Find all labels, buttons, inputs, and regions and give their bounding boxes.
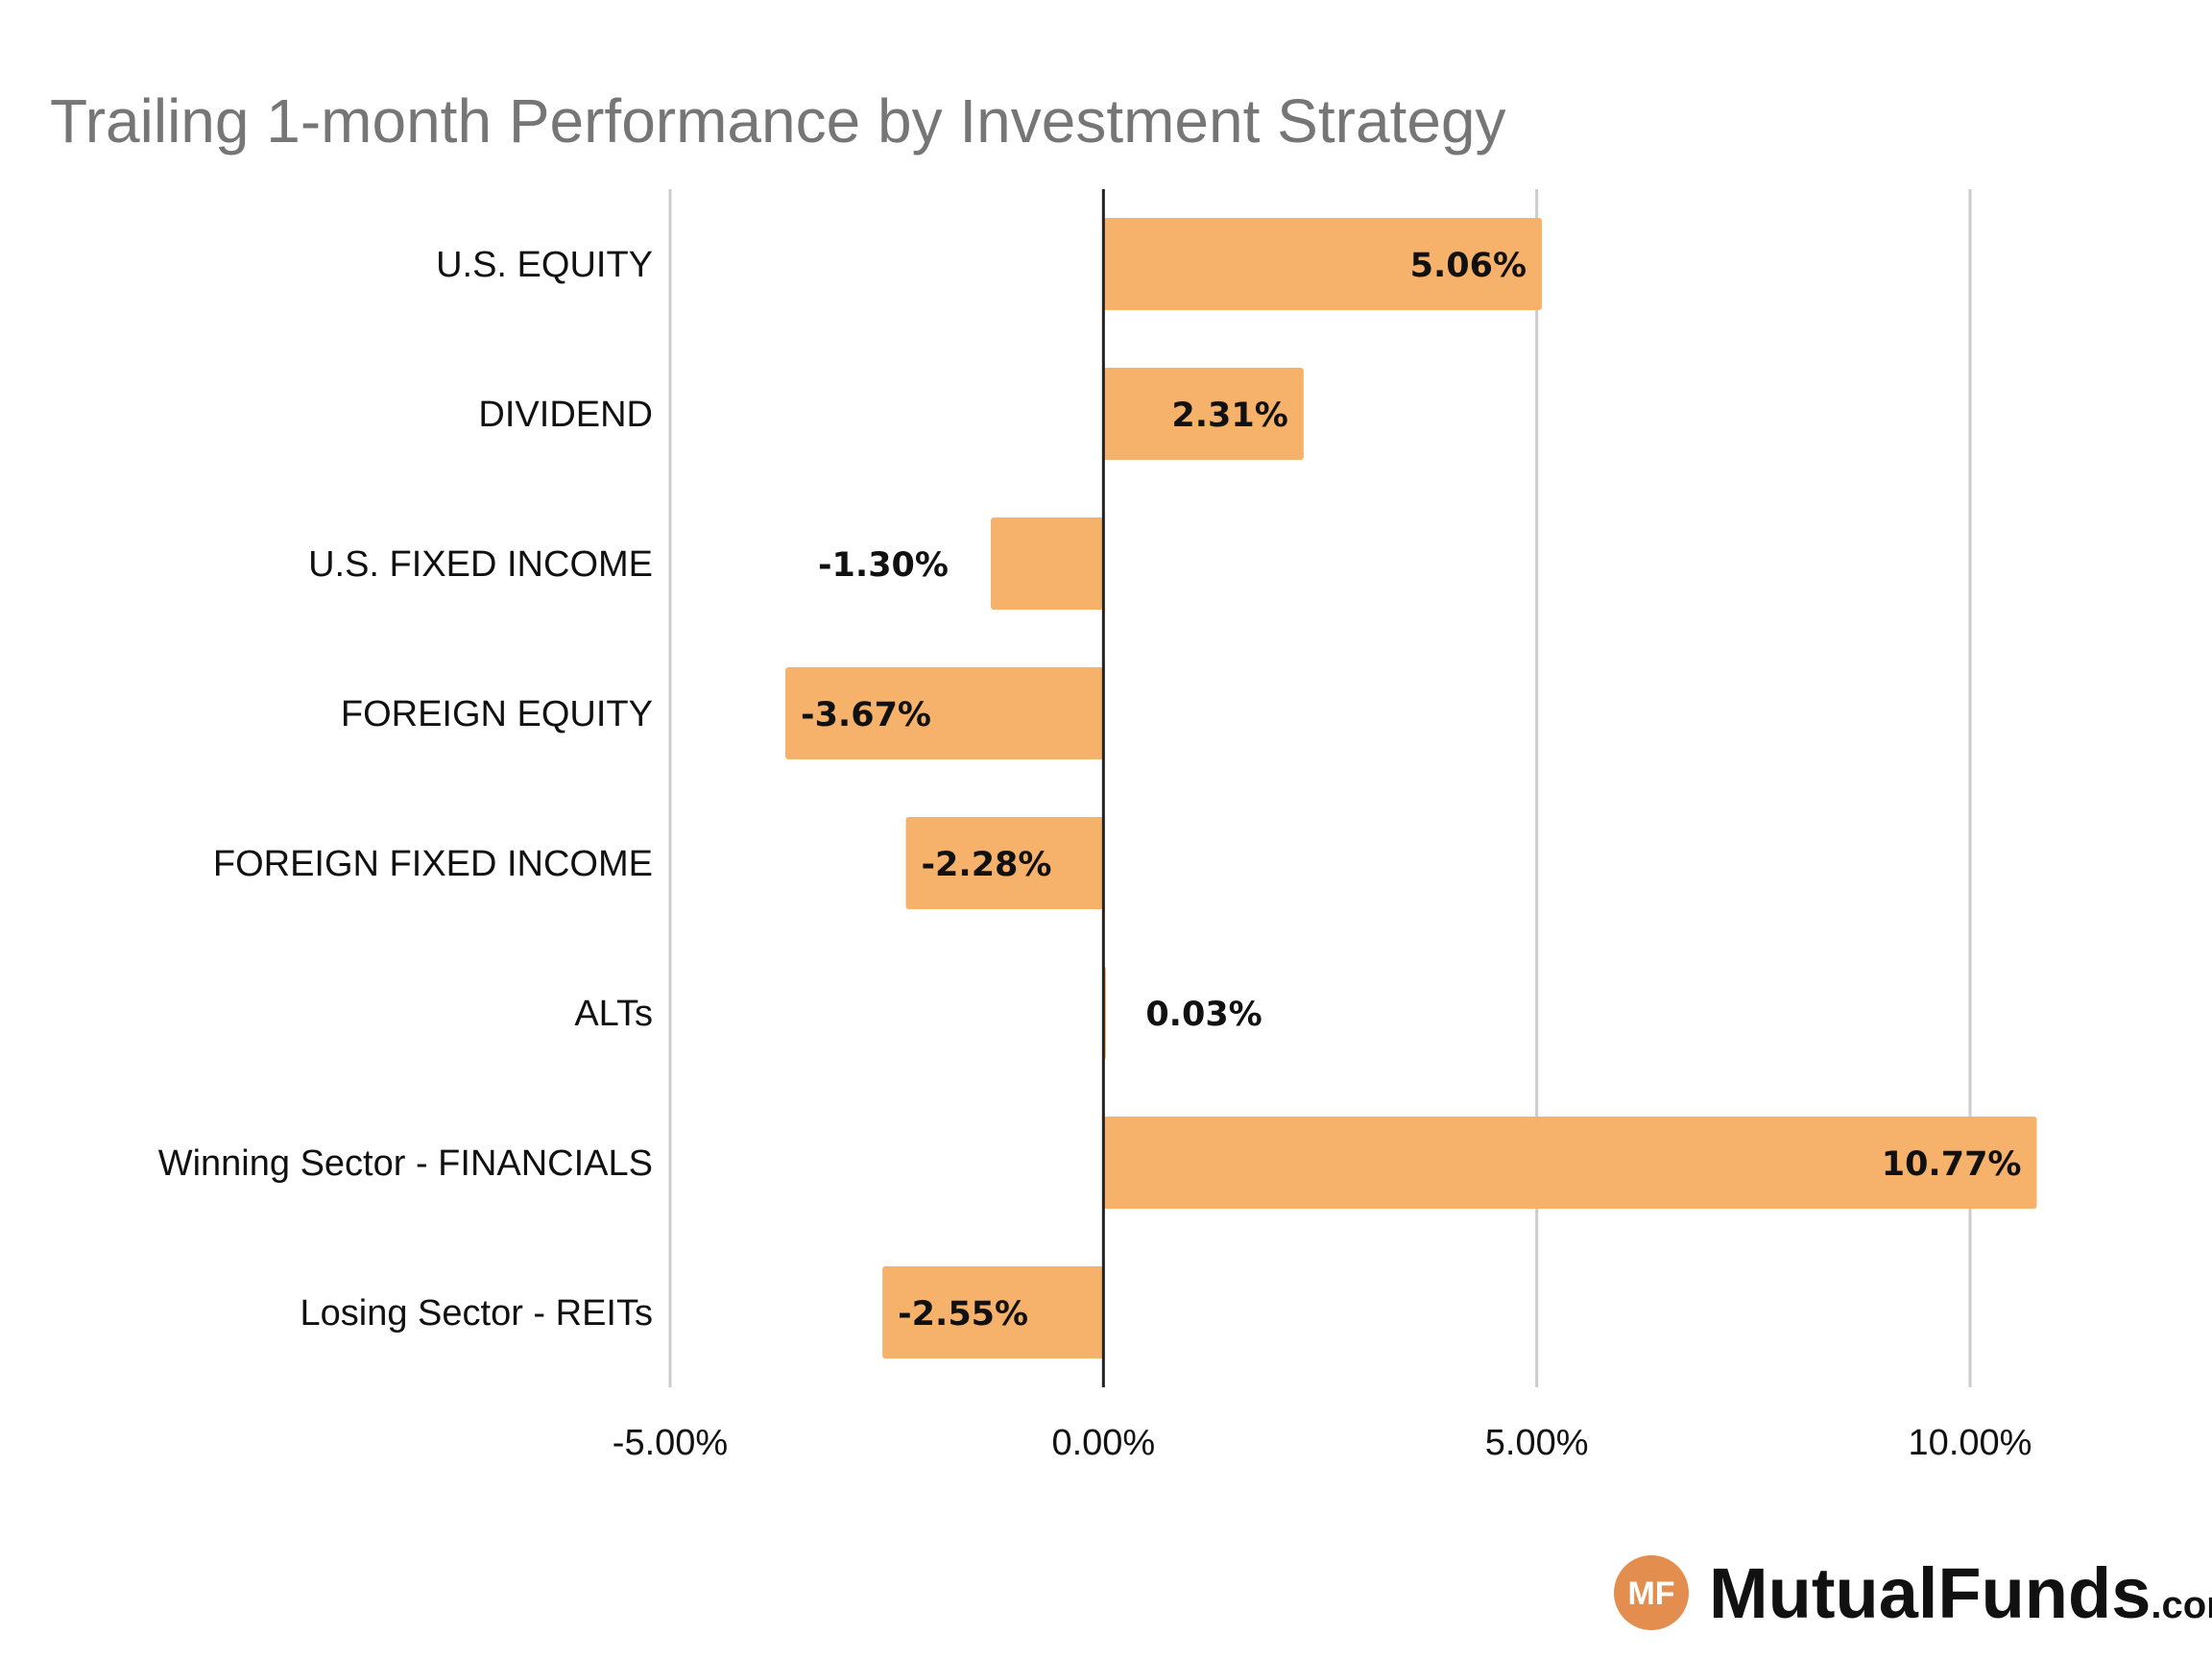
category-label: Losing Sector - REITs	[301, 1293, 653, 1334]
bars	[785, 218, 2037, 1358]
bar	[1103, 368, 1304, 460]
x-axis-tick-labels: -5.00% 0.00% 5.00% 10.00%	[613, 1423, 2032, 1463]
bar	[785, 667, 1104, 759]
x-tick-label: 10.00%	[1909, 1423, 2032, 1463]
brand-suffix: .com	[2151, 1584, 2212, 1626]
data-label: 0.03%	[1145, 996, 1262, 1034]
data-label: 10.77%	[1882, 1145, 2022, 1184]
brand-wordmark: MutualFunds.com	[1709, 1553, 2212, 1633]
x-tick-label: 0.00%	[1051, 1423, 1155, 1463]
chart-title: Trailing 1-month Performance by Investme…	[50, 86, 1506, 156]
category-label: ALTs	[574, 994, 653, 1034]
data-label: -3.67%	[801, 696, 931, 734]
category-labels: U.S. EQUITY DIVIDEND U.S. FIXED INCOME FORE…	[158, 245, 653, 1334]
bar	[990, 517, 1104, 610]
brand-badge-text: MF	[1627, 1575, 1674, 1612]
bar	[1103, 1117, 2037, 1209]
bar	[1103, 218, 1543, 310]
data-label: 5.06%	[1410, 247, 1527, 285]
brand-badge	[1614, 1555, 1689, 1630]
x-tick-label: -5.00%	[613, 1423, 728, 1463]
data-labels: 5.06% 2.31% -1.30% -3.67% -2.28% 0.03% 10.77% -…	[801, 247, 2021, 1334]
category-label: FOREIGN FIXED INCOME	[213, 844, 653, 884]
brand-logo: MF MutualFunds.com	[1614, 1553, 2212, 1633]
category-label: Winning Sector - FINANCIALS	[158, 1143, 653, 1184]
data-label: -1.30%	[818, 546, 949, 585]
x-tick-label: 5.00%	[1485, 1423, 1589, 1463]
category-label: FOREIGN EQUITY	[341, 694, 653, 734]
data-label: 2.31%	[1171, 397, 1287, 435]
bar	[905, 817, 1104, 909]
data-label: -2.28%	[922, 846, 1052, 884]
brand-name: MutualFunds	[1709, 1553, 2151, 1633]
bar	[882, 1266, 1104, 1358]
category-label: U.S. EQUITY	[436, 245, 653, 285]
category-label: DIVIDEND	[478, 395, 653, 435]
category-label: U.S. FIXED INCOME	[308, 544, 653, 585]
data-label: -2.55%	[898, 1295, 1028, 1334]
